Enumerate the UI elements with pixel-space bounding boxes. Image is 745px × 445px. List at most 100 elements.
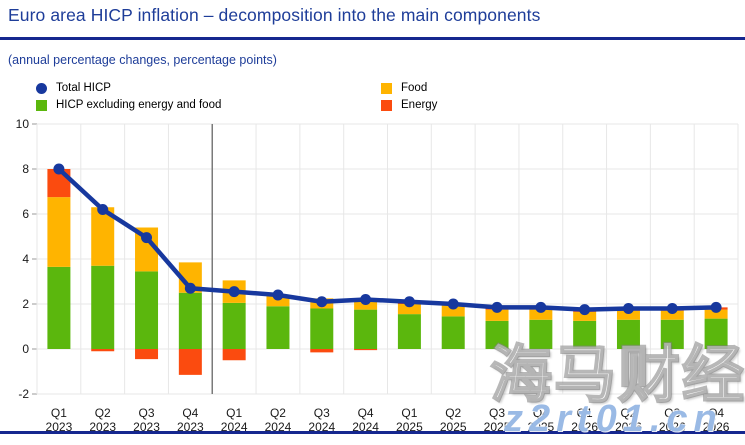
bar-segment-hicp-excluding-energy-and-food bbox=[354, 309, 378, 349]
x-axis-label-year: 2026 bbox=[571, 420, 598, 434]
legend-item-food: Food bbox=[381, 82, 427, 94]
total-hicp-dot bbox=[97, 204, 109, 215]
x-axis-label-quarter: Q2 bbox=[95, 406, 111, 420]
bar-segment-food bbox=[660, 310, 684, 320]
legend-item-total-hicp: Total HICP bbox=[36, 82, 111, 94]
title-divider bbox=[0, 37, 745, 40]
bar-segment-food bbox=[616, 310, 640, 320]
x-axis-label-quarter: Q3 bbox=[139, 406, 155, 420]
x-axis-label-quarter: Q1 bbox=[401, 406, 417, 420]
total-hicp-dot bbox=[360, 294, 372, 305]
total-hicp-dot bbox=[53, 163, 65, 175]
bar-segment-food bbox=[529, 309, 553, 320]
bar-segment-food bbox=[135, 227, 159, 272]
bar-segment-food bbox=[485, 309, 509, 321]
x-axis-label-year: 2026 bbox=[703, 420, 730, 434]
total-hicp-dot bbox=[579, 304, 591, 316]
x-axis-label-quarter: Q4 bbox=[182, 406, 198, 420]
y-axis-label: 6 bbox=[22, 207, 29, 221]
x-axis-label-quarter: Q2 bbox=[620, 406, 636, 420]
food-marker-icon bbox=[381, 82, 392, 94]
total-hicp-dot bbox=[447, 298, 459, 310]
legend-label: HICP excluding energy and food bbox=[56, 99, 222, 111]
bar-segment-food bbox=[266, 295, 290, 307]
y-axis-label: 0 bbox=[22, 342, 29, 356]
bar-segment-hicp-excluding-energy-and-food bbox=[397, 314, 421, 349]
inflation-chart: -20246810Q12023Q22023Q32023Q42023Q12024Q… bbox=[16, 117, 739, 434]
x-axis-label-quarter: Q1 bbox=[226, 406, 242, 420]
x-axis-label-year: 2026 bbox=[615, 420, 642, 434]
page-title: Euro area HICP inflation – decomposition… bbox=[8, 5, 541, 25]
bar-segment-energy bbox=[135, 349, 159, 360]
bar-segment-hicp-excluding-energy-and-food bbox=[616, 319, 640, 349]
legend-label: Energy bbox=[401, 99, 438, 111]
x-axis-label-year: 2025 bbox=[527, 420, 554, 434]
energy-marker-icon bbox=[381, 99, 392, 111]
bar-segment-hicp-excluding-energy-and-food bbox=[660, 319, 684, 349]
bar-segment-hicp-excluding-energy-and-food bbox=[47, 266, 71, 349]
y-axis-label: 10 bbox=[16, 117, 30, 131]
total-hicp-dot bbox=[535, 301, 547, 313]
x-axis-label-quarter: Q1 bbox=[577, 406, 593, 420]
bar-segment-hicp-excluding-energy-and-food bbox=[222, 302, 246, 349]
x-axis-label-year: 2024 bbox=[352, 420, 379, 434]
x-axis-label-year: 2025 bbox=[396, 420, 423, 434]
bar-segment-energy bbox=[222, 349, 246, 361]
bar-segment-hicp-excluding-energy-and-food bbox=[529, 319, 553, 349]
core-marker-icon bbox=[36, 99, 47, 111]
y-axis-label: 8 bbox=[22, 162, 29, 176]
bar-segment-hicp-excluding-energy-and-food bbox=[485, 320, 509, 349]
bar-segment-energy bbox=[178, 349, 202, 375]
bar-segment-hicp-excluding-energy-and-food bbox=[704, 318, 728, 349]
x-axis-label-quarter: Q2 bbox=[270, 406, 286, 420]
x-axis-label-quarter: Q3 bbox=[489, 406, 505, 420]
x-axis-label-year: 2023 bbox=[89, 420, 116, 434]
bar-segment-food bbox=[178, 262, 202, 293]
x-axis-label-quarter: Q1 bbox=[51, 406, 67, 420]
total-hicp-dot bbox=[710, 301, 722, 313]
x-axis-label-year: 2023 bbox=[46, 420, 73, 434]
legend-label: Total HICP bbox=[56, 82, 111, 94]
bar-segment-food bbox=[573, 311, 597, 321]
total-hicp-dot bbox=[228, 286, 240, 298]
y-axis-label: 4 bbox=[22, 252, 29, 266]
bar-segment-hicp-excluding-energy-and-food bbox=[178, 292, 202, 349]
bar-segment-hicp-excluding-energy-and-food bbox=[135, 271, 159, 349]
legend-item-core: HICP excluding energy and food bbox=[36, 99, 221, 111]
y-axis-label: 2 bbox=[22, 297, 29, 311]
total-hicp-dot bbox=[491, 301, 503, 313]
bar-segment-hicp-excluding-energy-and-food bbox=[91, 265, 115, 349]
x-axis-label-year: 2024 bbox=[265, 420, 292, 434]
bar-segment-energy bbox=[354, 349, 378, 351]
total-hicp-dot bbox=[622, 303, 634, 314]
x-axis-label-year: 2025 bbox=[484, 420, 511, 434]
x-axis-label-quarter: Q4 bbox=[358, 406, 374, 420]
bar-segment-food bbox=[91, 207, 115, 266]
total-hicp-dot bbox=[141, 232, 153, 244]
total-hicp-marker-icon bbox=[36, 82, 47, 94]
bar-segment-hicp-excluding-energy-and-food bbox=[266, 306, 290, 349]
bar-segment-food bbox=[704, 309, 728, 319]
bar-segment-hicp-excluding-energy-and-food bbox=[441, 316, 465, 349]
x-axis-label-year: 2023 bbox=[177, 420, 204, 434]
y-axis-label: -2 bbox=[18, 387, 29, 401]
bar-segment-energy bbox=[310, 349, 334, 353]
bottom-divider bbox=[0, 431, 745, 434]
total-hicp-dot bbox=[272, 289, 284, 301]
total-hicp-dot bbox=[316, 296, 328, 308]
total-hicp-dot bbox=[184, 282, 196, 294]
total-hicp-dot bbox=[666, 303, 678, 314]
total-hicp-dot bbox=[403, 296, 415, 308]
x-axis-label-year: 2023 bbox=[133, 420, 160, 434]
x-axis-label-year: 2024 bbox=[308, 420, 335, 434]
bar-segment-food bbox=[47, 197, 71, 267]
bar-segment-hicp-excluding-energy-and-food bbox=[310, 308, 334, 349]
bar-segment-energy bbox=[91, 349, 115, 352]
bar-segment-food bbox=[397, 304, 421, 315]
legend-item-energy: Energy bbox=[381, 99, 437, 111]
x-axis-label-quarter: Q4 bbox=[533, 406, 549, 420]
x-axis-label-year: 2025 bbox=[440, 420, 467, 434]
total-hicp-line bbox=[56, 166, 719, 312]
x-axis-label-quarter: Q3 bbox=[314, 406, 330, 420]
x-axis-label-quarter: Q3 bbox=[664, 406, 680, 420]
